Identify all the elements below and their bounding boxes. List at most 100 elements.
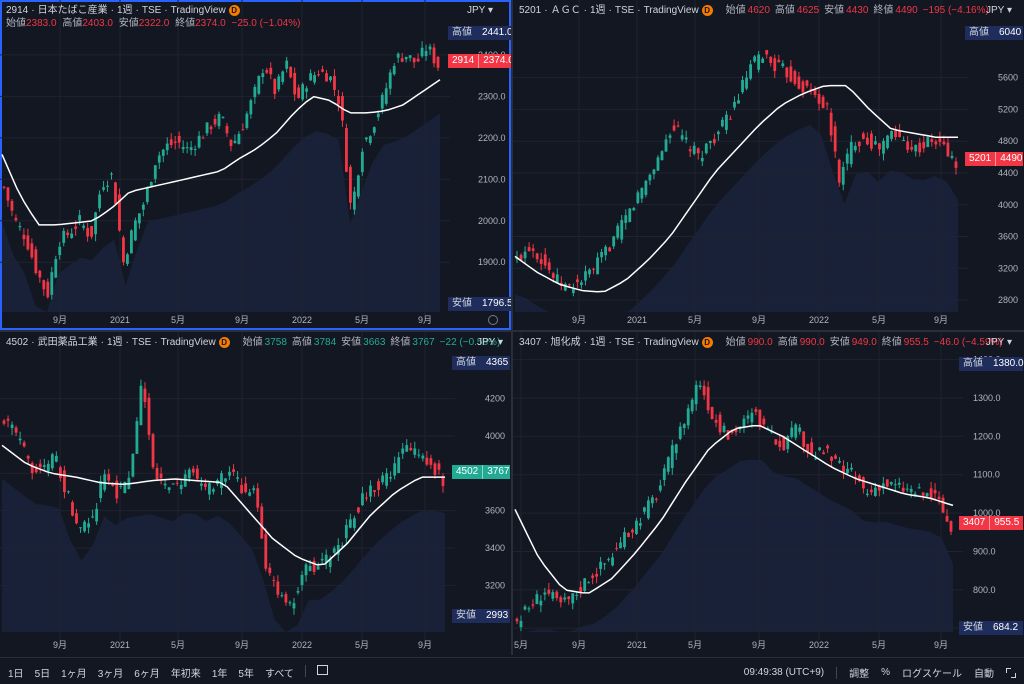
candle-body xyxy=(750,412,754,423)
candle-body xyxy=(6,418,10,421)
candle-body xyxy=(917,487,921,489)
symbol-code[interactable]: 5201 xyxy=(519,5,542,16)
x-axis-tick-label: 2021 xyxy=(627,640,647,650)
range-5d[interactable]: 5日 xyxy=(34,669,51,680)
x-axis-tick-label: 9月 xyxy=(235,640,249,650)
candle-body xyxy=(98,194,101,209)
symbol-code[interactable]: 2914 xyxy=(6,5,29,16)
currency-selector[interactable]: JPY ▾ xyxy=(986,5,1012,16)
bottom-toolbar: 1日 5日 1ヶ月 3ヶ月 6ヶ月 年初来 1年 5年 すべて 09:49:38… xyxy=(0,657,1024,684)
chart-pane-2914[interactable]: 2400.02300.02200.02100.02000.01900.09月20… xyxy=(0,0,511,330)
candle-body xyxy=(682,424,686,429)
candle-body xyxy=(543,592,547,595)
candle-body xyxy=(762,418,766,425)
candle-body xyxy=(385,473,389,486)
exchange-label: TSE xyxy=(614,337,635,348)
candle-body xyxy=(181,147,185,150)
symbol-name: 旭化成 xyxy=(550,337,581,348)
symbol-name: 武田薬品工業 xyxy=(37,337,98,348)
candle-body xyxy=(256,488,260,508)
candle-body xyxy=(612,236,616,247)
candle-body xyxy=(38,463,42,468)
chart-settings-gear-icon[interactable] xyxy=(488,315,498,325)
candle-body xyxy=(320,558,324,561)
y-axis-tick-label: 1900.0 xyxy=(478,257,506,267)
range-ytd[interactable]: 年初来 xyxy=(170,669,201,680)
x-axis-tick-label: 5月 xyxy=(688,640,702,650)
candle-body xyxy=(643,507,646,512)
source-label: TradingView xyxy=(643,5,699,16)
goto-date-icon[interactable] xyxy=(316,665,328,675)
ohlc-values: 始値 990.0 高値 990.0 安値 949.0 終値 955.5 −46.0 (−… xyxy=(725,337,1003,348)
candle-body xyxy=(169,139,173,145)
x-axis-tick-label: 5月 xyxy=(171,315,185,325)
percent-scale-button[interactable]: % xyxy=(881,667,890,678)
candle-body xyxy=(745,77,748,89)
candle-body xyxy=(179,484,183,490)
fullscreen-icon[interactable] xyxy=(1006,667,1016,678)
candle-body xyxy=(133,220,137,241)
interval-label[interactable]: 1週 xyxy=(589,337,606,348)
candle-body xyxy=(615,547,618,549)
candle-body xyxy=(790,427,794,437)
candle-body xyxy=(236,477,239,479)
auto-scale-button[interactable]: 自動 xyxy=(974,669,994,680)
candle-body xyxy=(78,215,82,221)
x-axis-tick-label: 5月 xyxy=(355,315,369,325)
toolbar-separator xyxy=(836,666,838,679)
candle-body xyxy=(268,567,272,574)
candle-body xyxy=(933,490,937,494)
range-5y[interactable]: 5年 xyxy=(238,669,254,680)
chart-canvas[interactable]: 4200400038003600340032009月20215月9月20225月… xyxy=(0,332,511,655)
range-1y[interactable]: 1年 xyxy=(211,669,228,680)
candle-body xyxy=(217,113,221,127)
range-all[interactable]: すべて xyxy=(264,669,294,680)
candle-body xyxy=(636,192,640,203)
adjust-button[interactable]: 調整 xyxy=(849,669,870,680)
candle-body xyxy=(830,456,833,461)
chart-canvas[interactable]: 1400.01300.01200.01100.01000.0900.0800.0… xyxy=(513,332,1024,655)
interval-label[interactable]: 1週 xyxy=(106,337,123,348)
candle-body xyxy=(737,100,740,104)
clock-timezone[interactable]: 09:49:38 (UTC+9) xyxy=(743,667,825,678)
interval-label[interactable]: 1週 xyxy=(116,5,133,16)
chart-pane-3407[interactable]: 1400.01300.01200.01100.01000.0900.0800.0… xyxy=(513,332,1024,655)
candle-body xyxy=(413,448,417,455)
candle-body xyxy=(316,566,320,570)
candle-body xyxy=(14,217,18,221)
currency-selector[interactable]: JPY ▾ xyxy=(986,337,1012,348)
candle-body xyxy=(405,445,409,452)
candle-body xyxy=(722,425,726,432)
interval-label[interactable]: 1週 xyxy=(589,5,606,16)
symbol-code[interactable]: 3407 xyxy=(519,337,542,348)
currency-selector[interactable]: JPY ▾ xyxy=(477,337,503,348)
chart-canvas[interactable]: 5600 5200 4800 4400 4000 3600 3200 2800 9月 2021 5月… xyxy=(513,0,1024,330)
candle-body xyxy=(712,139,716,144)
chart-canvas[interactable]: 2400.02300.02200.02100.02000.01900.09月20… xyxy=(0,0,511,330)
candle-body xyxy=(640,188,644,199)
candle-body xyxy=(297,87,301,98)
log-scale-button[interactable]: ログスケール xyxy=(902,669,962,680)
candle-body xyxy=(126,254,129,264)
pane-divider-vertical[interactable] xyxy=(511,0,513,655)
chart-pane-5201[interactable]: 5600 5200 4800 4400 4000 3600 3200 2800 9月 2021 5月… xyxy=(513,0,1024,330)
candle-body xyxy=(925,493,929,497)
candle-body xyxy=(436,56,440,68)
range-1m[interactable]: 1ヶ月 xyxy=(61,669,87,680)
range-1d[interactable]: 1日 xyxy=(8,669,24,680)
moving-average-line xyxy=(1,79,441,226)
currency-selector[interactable]: JPY ▾ xyxy=(467,5,493,16)
candle-body xyxy=(865,137,869,145)
candle-body xyxy=(698,385,702,388)
candle-body xyxy=(2,186,6,188)
range-6m[interactable]: 6ヶ月 xyxy=(134,669,160,680)
candle-body xyxy=(898,130,902,138)
candle-body xyxy=(381,475,384,483)
candle-body xyxy=(547,262,551,271)
candle-body xyxy=(344,525,348,539)
candle-body xyxy=(535,594,539,604)
pane-divider-horizontal[interactable] xyxy=(0,330,1024,332)
chart-pane-4502[interactable]: 4200400038003600340032009月20215月9月20225月… xyxy=(0,332,511,655)
range-3m[interactable]: 3ヶ月 xyxy=(97,669,124,680)
symbol-code[interactable]: 4502 xyxy=(6,337,29,348)
